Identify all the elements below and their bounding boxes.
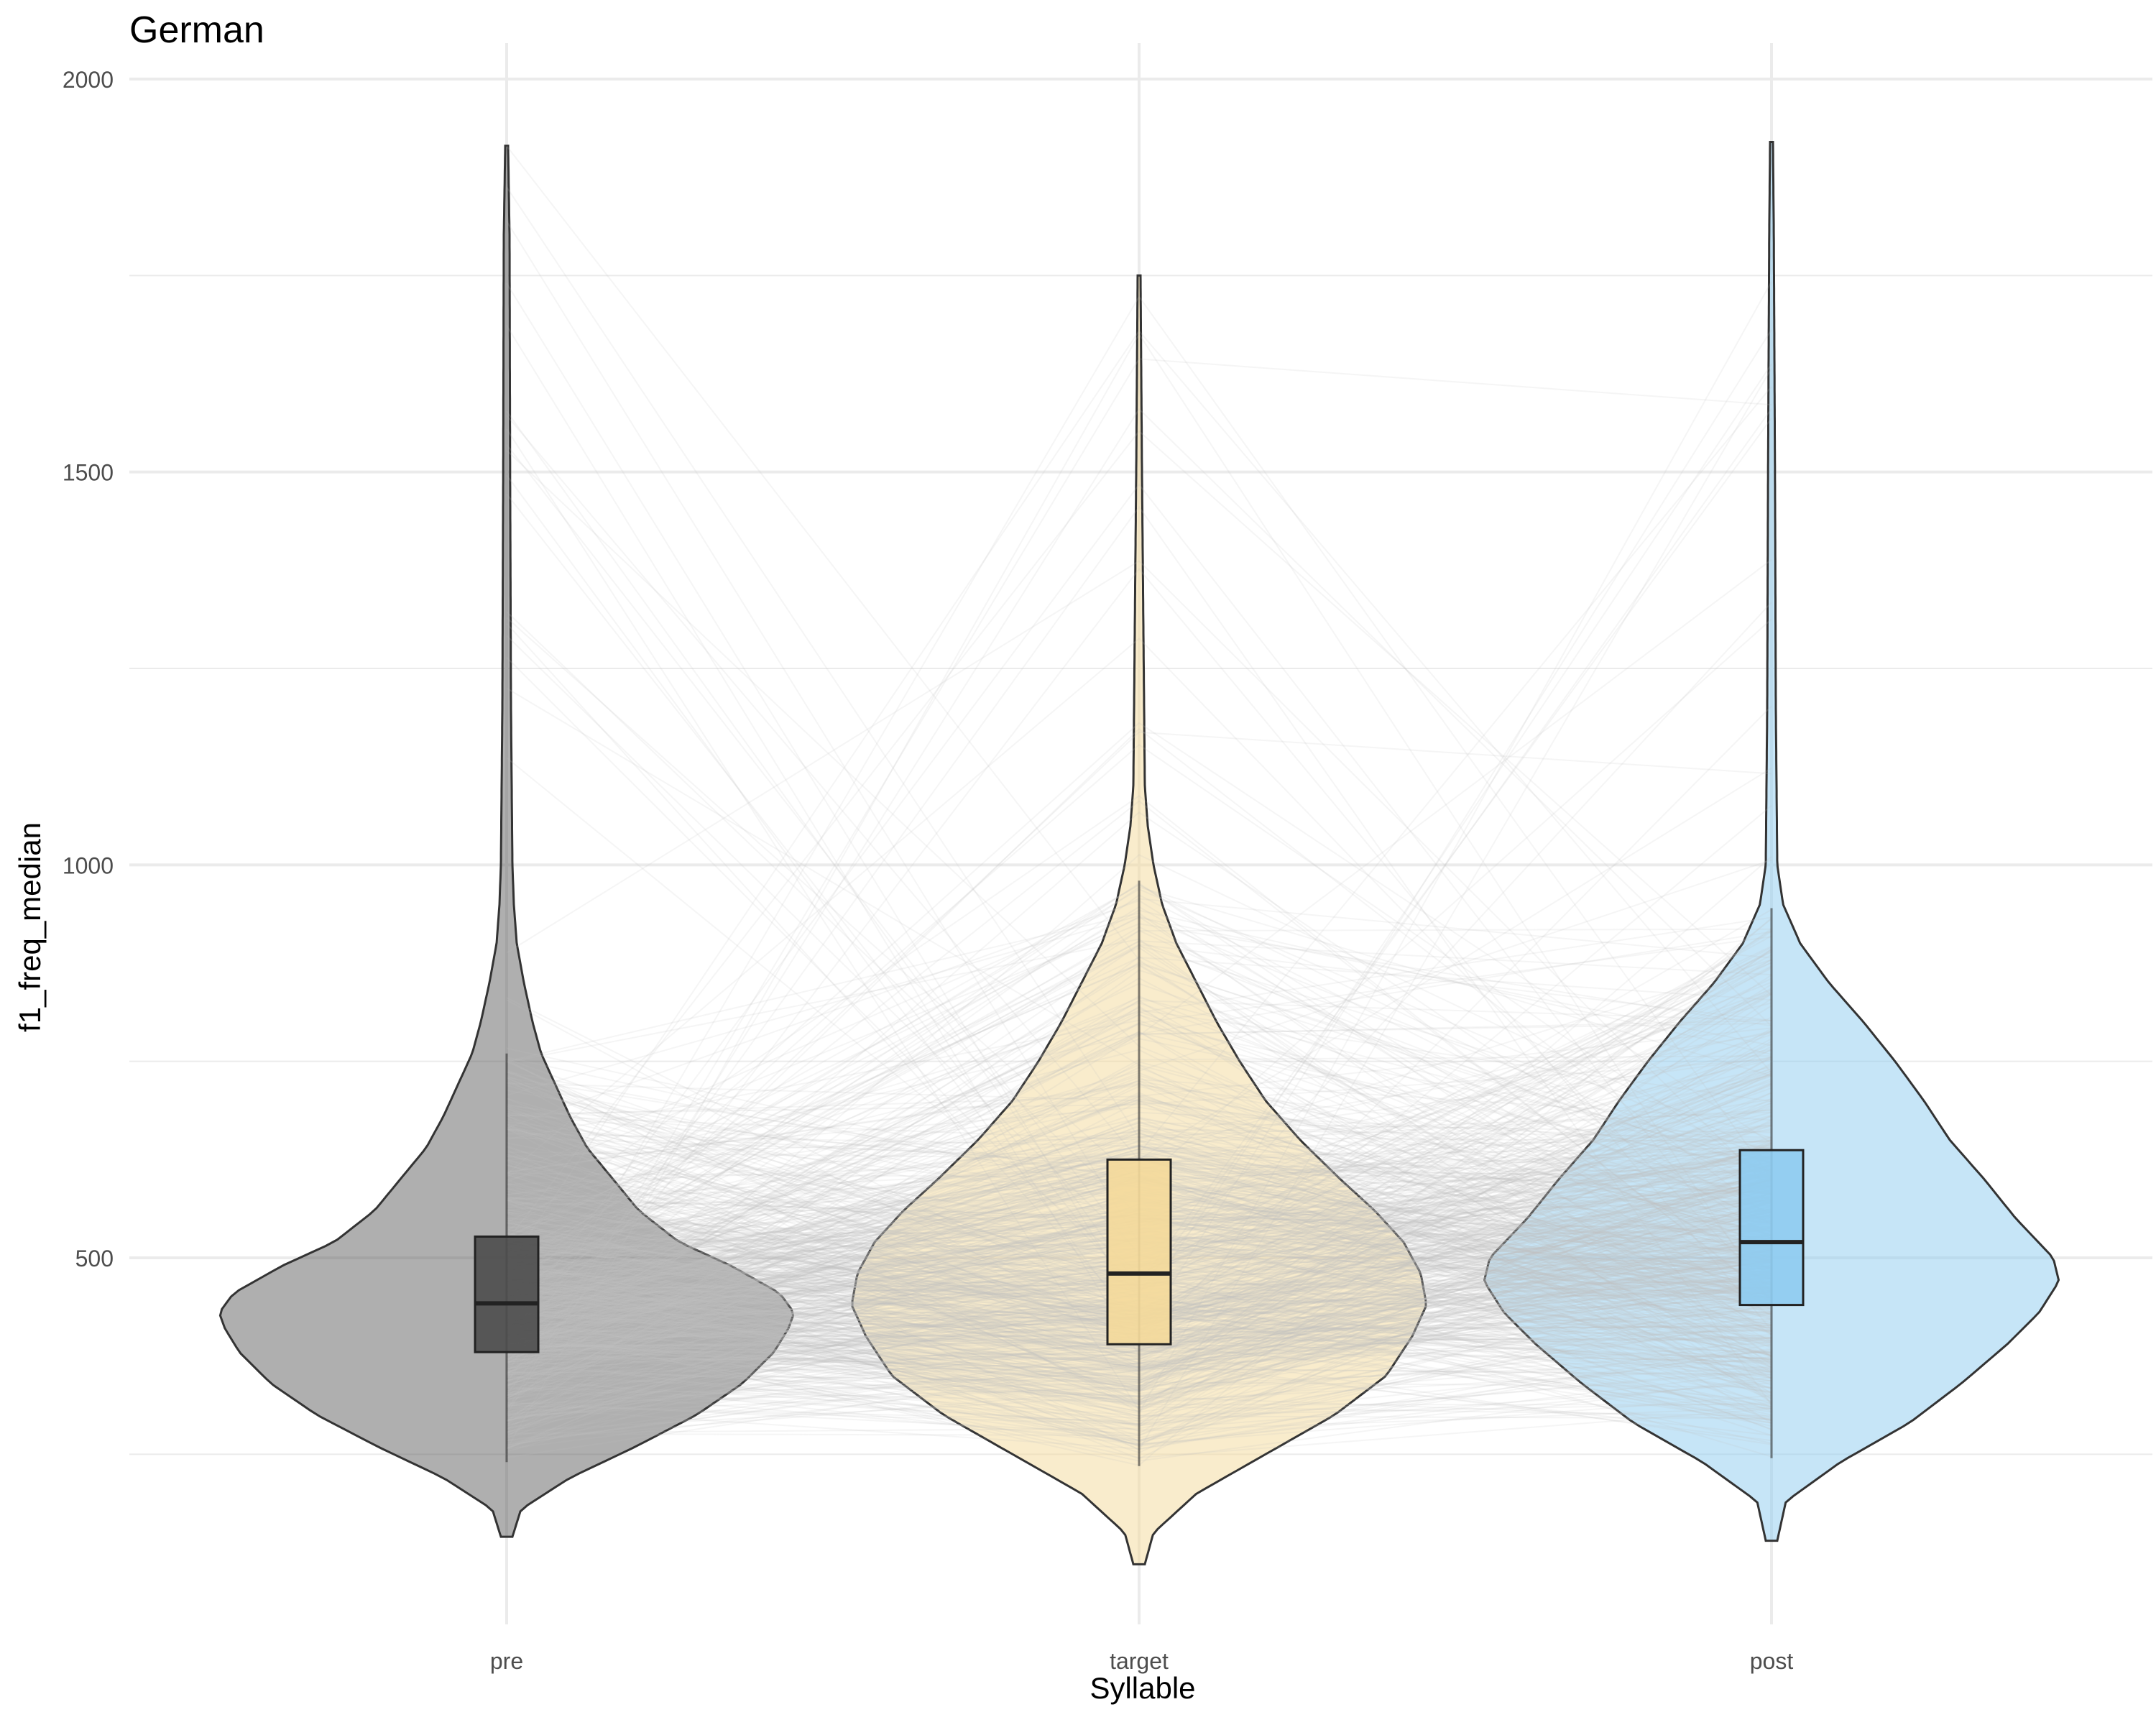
observation-line <box>506 483 1772 1331</box>
observation-line <box>506 800 1772 1303</box>
x-tick-label: post <box>1750 1648 1794 1674</box>
observation-line <box>506 744 1772 1296</box>
y-tick-label: 500 <box>75 1246 114 1271</box>
boxplot-layer <box>474 880 1805 1466</box>
violin-post <box>1483 141 2060 1542</box>
observation-line <box>506 332 1772 1450</box>
observation-line <box>506 568 1772 1395</box>
observation-line <box>506 731 1772 1329</box>
observation-line <box>506 329 1772 1269</box>
observation-line <box>506 358 1772 1412</box>
observation-line <box>506 811 1772 1362</box>
observation-line <box>506 430 1772 1242</box>
observation-line <box>506 638 1772 1292</box>
x-tick-label: target <box>1110 1648 1169 1674</box>
violin-pre <box>218 144 795 1538</box>
chart-title: German <box>129 9 264 51</box>
axis-layer: 500 1000 1500 2000 pre target post <box>63 67 1794 1674</box>
observation-line <box>506 408 1772 1415</box>
box-pre <box>474 1235 540 1353</box>
y-tick-label: 1000 <box>63 852 114 878</box>
box-target <box>1106 1158 1172 1346</box>
y-tick-label: 2000 <box>63 67 114 93</box>
observation-line <box>506 560 1772 1191</box>
observation-line <box>506 722 1772 1292</box>
observation-line <box>506 505 1772 1406</box>
x-tick-label: pre <box>490 1648 523 1674</box>
observation-line <box>506 854 1772 1408</box>
observation-line <box>506 795 1772 1300</box>
x-axis-label: Syllable <box>1089 1671 1196 1705</box>
box-post <box>1738 1149 1805 1307</box>
observation-line <box>506 727 1772 1341</box>
observation-line <box>506 295 1772 1376</box>
y-tick-label: 1500 <box>63 460 114 486</box>
